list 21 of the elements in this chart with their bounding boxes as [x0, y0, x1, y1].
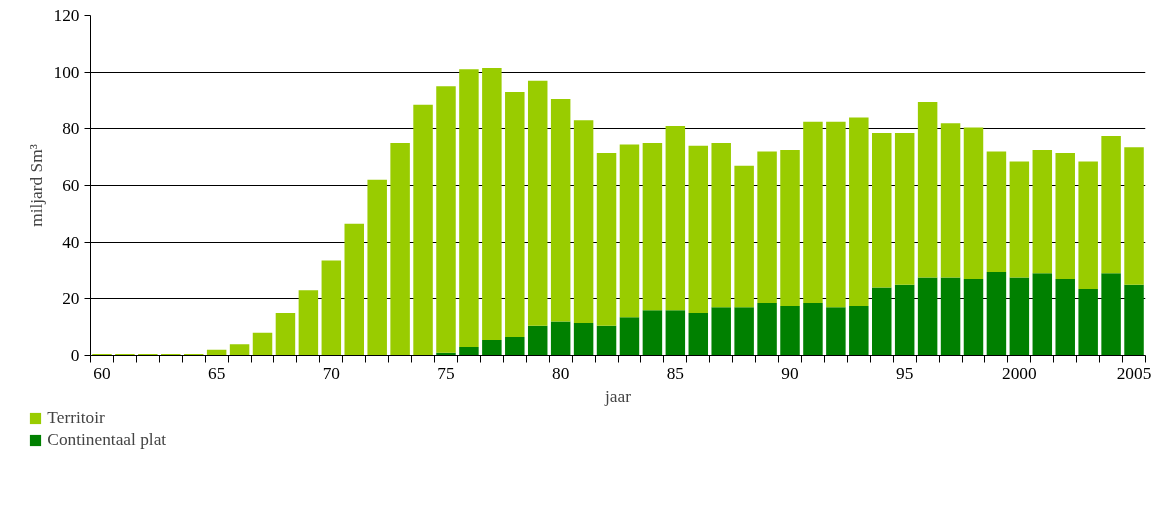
x-tick-label: 65	[207, 363, 226, 383]
x-tick-label: 85	[666, 363, 684, 383]
x-axis-title: jaar	[604, 386, 632, 406]
x-tick-label: 2005	[1116, 363, 1152, 383]
y-tick-label: 80	[62, 119, 80, 139]
x-tick-label: 95	[896, 363, 914, 383]
x-tick-label: 70	[322, 363, 340, 383]
y-tick-label: 0	[70, 346, 80, 365]
y-tick-label: 40	[62, 232, 80, 252]
x-tick-label: 90	[781, 363, 799, 383]
legend-label: Continentaal plat	[47, 430, 167, 450]
y-tick-label: 120	[53, 6, 80, 25]
x-tick-label: 80	[552, 363, 570, 383]
y-tick-label: 100	[53, 62, 80, 82]
x-tick-label: 75	[437, 363, 455, 383]
legend-label: Territoir	[47, 408, 105, 428]
x-tick-label: 2000	[1002, 363, 1037, 383]
x-tick-label: 60	[93, 363, 111, 383]
y-axis-title: miljard Sm³	[26, 144, 46, 227]
y-tick-label: 20	[62, 289, 80, 309]
y-tick-label: 60	[62, 176, 80, 195]
